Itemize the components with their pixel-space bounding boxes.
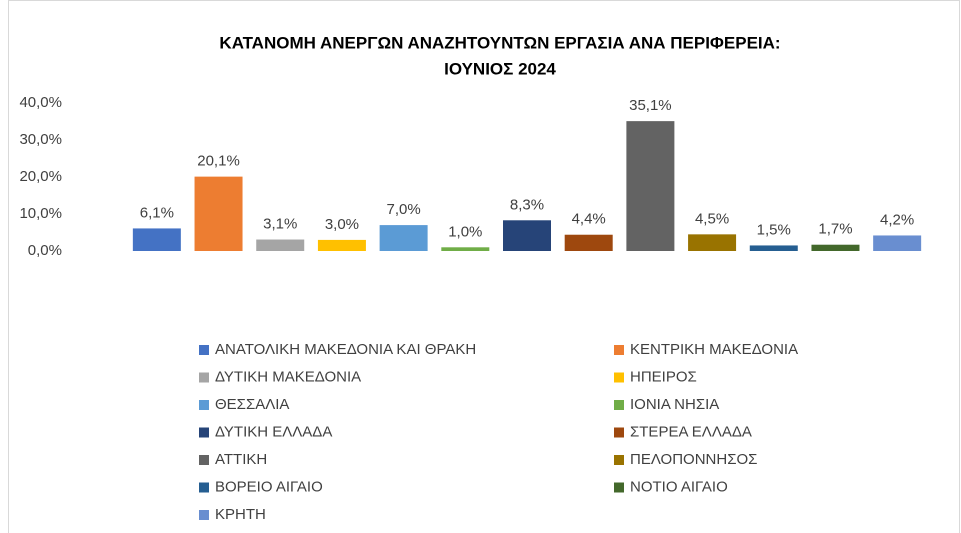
data-label: 7,0% <box>387 201 421 218</box>
legend-swatch <box>199 482 209 493</box>
legend-label: ΚΡΗΤΗ <box>215 506 266 523</box>
bar <box>564 234 613 251</box>
y-tick-label: 20,0% <box>19 168 62 185</box>
data-label: 1,5% <box>757 221 791 238</box>
bar <box>441 247 490 251</box>
data-label: 1,0% <box>448 223 482 240</box>
bar <box>749 245 798 251</box>
data-label: 20,1% <box>197 153 240 170</box>
legend-swatch <box>614 455 624 465</box>
bar <box>317 239 366 251</box>
legend-swatch <box>199 345 209 355</box>
data-label: 4,2% <box>880 211 914 228</box>
legend-swatch <box>614 482 624 493</box>
data-label: 3,1% <box>263 215 297 232</box>
data-label: 35,1% <box>629 97 672 114</box>
data-label: 3,0% <box>325 216 359 233</box>
bar <box>256 239 305 251</box>
bar <box>379 225 428 251</box>
legend-label: ΑΤΤΙΚΗ <box>215 451 267 468</box>
legend-swatch <box>199 400 209 410</box>
bar <box>811 244 860 251</box>
data-label: 4,5% <box>695 210 729 227</box>
bar <box>194 176 243 251</box>
legend-label: ΝΟΤΙΟ ΑΙΓΑΙΟ <box>630 478 728 495</box>
legend-label: ΑΝΑΤΟΛΙΚΗ ΜΑΚΕΔΟΝΙΑ ΚΑΙ ΘΡΑΚΗ <box>215 341 476 358</box>
legend-label: ΠΕΛΟΠΟΝΝΗΣΟΣ <box>630 451 757 468</box>
bar <box>132 228 181 251</box>
bar <box>626 121 675 251</box>
bar <box>873 235 922 251</box>
legend-label: ΔΥΤΙΚΗ ΕΛΛΑΔΑ <box>215 423 332 440</box>
bar <box>503 220 551 251</box>
legend-swatch <box>614 400 624 410</box>
bar <box>688 234 737 251</box>
legend-label: ΘΕΣΣΑΛΙΑ <box>215 396 289 413</box>
legend-swatch <box>614 427 624 438</box>
chart-title: ΙΟΥΝΙΟΣ 2024 <box>444 59 556 78</box>
y-tick-label: 40,0% <box>19 94 62 111</box>
data-label: 1,7% <box>818 221 852 238</box>
y-tick-label: 10,0% <box>19 205 62 222</box>
legend-swatch <box>199 455 209 465</box>
chart-title: ΚΑΤΑΝΟΜΗ ΑΝΕΡΓΩΝ ΑΝΑΖΗΤΟΥΝΤΩΝ ΕΡΓΑΣΙΑ ΑΝ… <box>219 33 780 52</box>
data-label: 4,4% <box>572 211 606 228</box>
data-label: 6,1% <box>140 204 174 221</box>
legend-swatch <box>614 345 624 355</box>
y-tick-label: 30,0% <box>19 131 62 148</box>
legend-label: ΗΠΕΙΡΟΣ <box>630 368 697 385</box>
legend-label: ΙΟΝΙΑ ΝΗΣΙΑ <box>630 396 719 413</box>
legend-label: ΒΟΡΕΙΟ ΑΙΓΑΙΟ <box>215 478 323 495</box>
y-tick-label: 0,0% <box>28 242 62 259</box>
legend-label: ΔΥΤΙΚΗ ΜΑΚΕΔΟΝΙΑ <box>215 368 361 385</box>
legend-swatch <box>199 427 209 438</box>
legend-swatch <box>614 372 624 383</box>
chart-frame <box>8 0 960 533</box>
legend-label: ΣΤΕΡΕΑ ΕΛΛΑΔΑ <box>630 423 752 440</box>
legend-swatch <box>199 372 209 383</box>
data-label: 8,3% <box>510 196 544 213</box>
legend-label: ΚΕΝΤΡΙΚΗ ΜΑΚΕΔΟΝΙΑ <box>630 341 798 358</box>
legend-swatch <box>199 510 209 520</box>
